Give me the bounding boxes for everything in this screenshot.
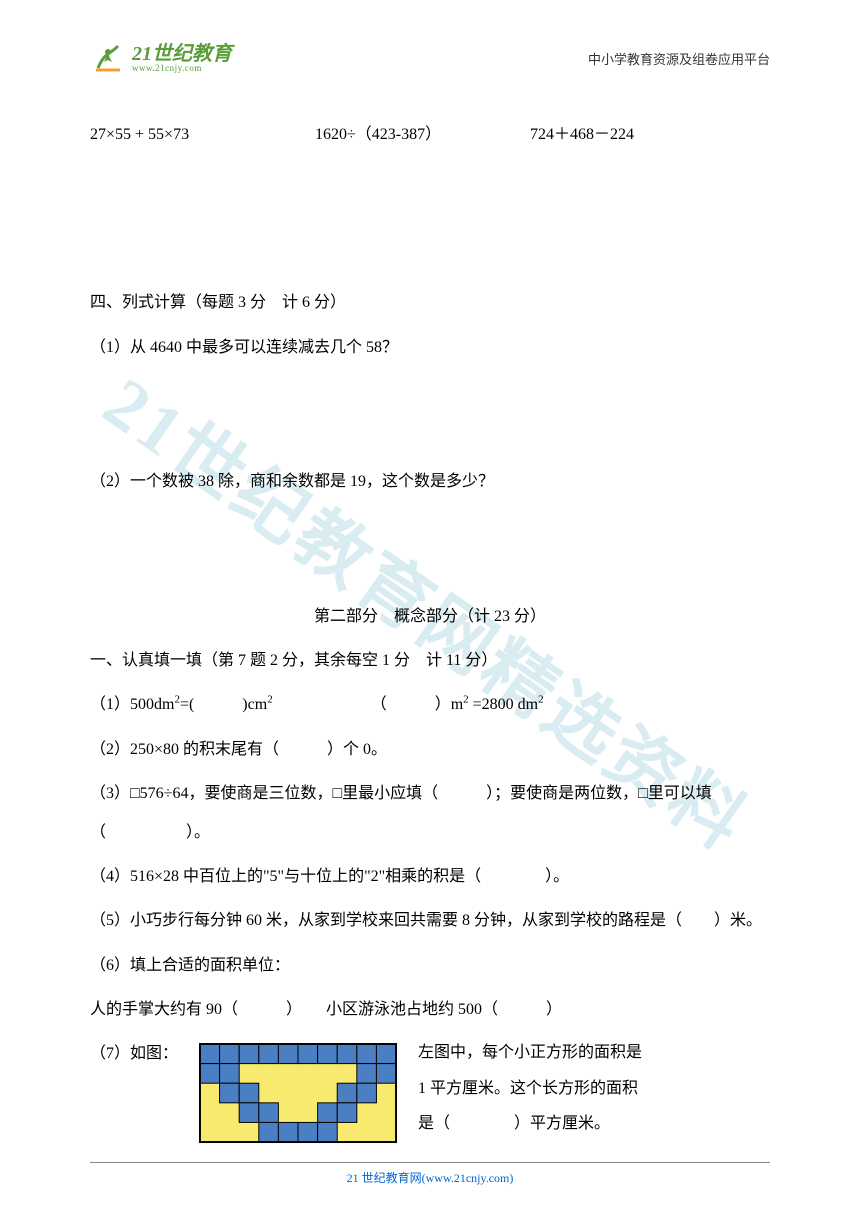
section-4-q2: （2）一个数被 38 除，商和余数都是 19，这个数是多少？ xyxy=(90,463,770,501)
q7-description: 左图中，每个小正方形的面积是 1 平方厘米。这个长方形的面积 是（ ）平方厘米。 xyxy=(418,1035,770,1141)
page-header: 21世纪教育 www.21cnjy.com 中小学教育资源及组卷应用平台 xyxy=(90,40,770,76)
section-1-q5: （5）小巧步行每分钟 60 米，从家到学校来回共需要 8 分钟，从家到学校的路程… xyxy=(90,902,770,940)
header-right-text: 中小学教育资源及组卷应用平台 xyxy=(588,49,770,68)
section-4-q1: （1）从 4640 中最多可以连续减去几个 58？ xyxy=(90,329,770,367)
q1-part-a: （1）500dm xyxy=(90,696,174,713)
q7-line-3: 是（ ）平方厘米。 xyxy=(418,1106,770,1141)
logo-text-block: 21世纪教育 www.21cnjy.com xyxy=(132,44,232,73)
math-problem-2: 1620÷（423-387） xyxy=(315,116,530,154)
section-1-q6-title: （6）填上合适的面积单位： xyxy=(90,947,770,985)
document-content: 27×55 + 55×73 1620÷（423-387） 724＋468－224… xyxy=(90,116,770,1149)
q7-figure xyxy=(198,1039,398,1149)
logo-icon xyxy=(90,40,126,76)
math-expressions-row: 27×55 + 55×73 1620÷（423-387） 724＋468－224 xyxy=(90,116,770,154)
part-2-title: 第二部分 概念部分（计 23 分） xyxy=(90,598,770,636)
math-problem-1: 27×55 + 55×73 xyxy=(90,116,315,154)
section-1-q7: （7）如图： 左图中，每个小正方形的面积是 1 平方厘米。这个长方形的面积 是（… xyxy=(90,1035,770,1149)
q1-part-c: （ ）m xyxy=(371,696,463,713)
q7-label: （7）如图： xyxy=(90,1035,178,1073)
superscript-2: 2 xyxy=(538,694,544,706)
math-problem-3: 724＋468－224 xyxy=(530,116,634,154)
logo-sub-text: www.21cnjy.com xyxy=(132,64,232,73)
q7-line-1: 左图中，每个小正方形的面积是 xyxy=(418,1035,770,1070)
spacer xyxy=(90,373,770,463)
logo: 21世纪教育 www.21cnjy.com xyxy=(90,40,232,76)
section-4-title: 四、列式计算（每题 3 分 计 6 分） xyxy=(90,284,770,322)
section-1-q6-content: 人的手掌大约有 90（ ） 小区游泳池占地约 500（ ） xyxy=(90,991,770,1029)
section-1-q4: （4）516×28 中百位上的"5"与十位上的"2"相乘的积是（ ）。 xyxy=(90,858,770,896)
logo-main-text: 21世纪教育 xyxy=(132,44,232,64)
section-1-q3: （3）□576÷64，要使商是三位数，□里最小应填（ ）；要使商是两位数，□里可… xyxy=(90,775,770,852)
section-1-q1: （1）500dm2=( )cm2 （ ）m2 =2800 dm2 xyxy=(90,686,770,724)
q7-line-2: 1 平方厘米。这个长方形的面积 xyxy=(418,1071,770,1106)
section-1-title: 一、认真填一填（第 7 题 2 分，其余每空 1 分 计 11 分） xyxy=(90,642,770,680)
page-container: 21世纪教育 www.21cnjy.com 中小学教育资源及组卷应用平台 27×… xyxy=(0,0,860,1179)
section-1-q2: （2）250×80 的积末尾有（ ）个 0。 xyxy=(90,731,770,769)
spacer xyxy=(90,508,770,568)
q1-part-d: =2800 dm xyxy=(469,696,538,713)
superscript-2: 2 xyxy=(267,694,273,706)
q1-part-b: =( )cm xyxy=(180,696,267,713)
